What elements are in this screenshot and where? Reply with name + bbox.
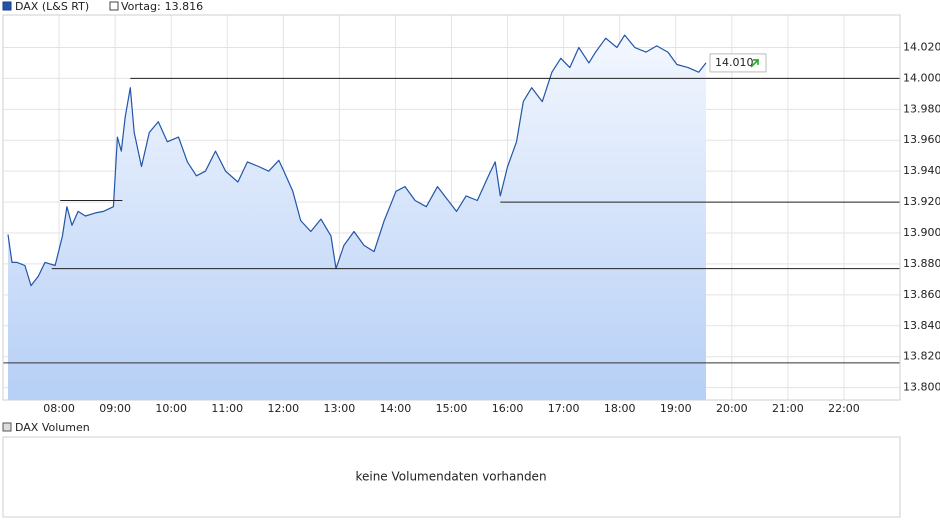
x-tick-label: 15:00 [436, 402, 468, 415]
x-tick-label: 13:00 [324, 402, 356, 415]
y-tick-label: 13.800 [903, 381, 940, 394]
y-tick-label: 13.980 [903, 102, 940, 115]
plot-frame [2, 14, 901, 401]
plot [3, 34, 900, 400]
previous-close-value: 13.816 [165, 0, 204, 13]
y-tick-label: 13.900 [903, 226, 940, 239]
x-tick-label: 17:00 [548, 402, 580, 415]
x-tick-label: 22:00 [828, 402, 860, 415]
y-tick-label: 14.000 [903, 71, 940, 84]
x-tick-label: 14:00 [380, 402, 412, 415]
last-price-label: 14.010 [715, 56, 754, 69]
x-tick-label: 19:00 [660, 402, 692, 415]
y-tick-label: 13.960 [903, 133, 940, 146]
y-tick-label: 13.880 [903, 257, 940, 270]
volume-legend: DAX Volumen [15, 421, 90, 434]
x-tick-label: 20:00 [716, 402, 748, 415]
x-tick-label: 12:00 [267, 402, 299, 415]
legend-swatch [2, 1, 12, 11]
price-line [7, 34, 707, 287]
y-tick-label: 13.940 [903, 164, 940, 177]
x-tick-label: 10:00 [155, 402, 187, 415]
previous-close-legend: Vortag: 13.816 [121, 0, 203, 13]
y-tick-label: 14.020 [903, 40, 940, 53]
last-price-tag [709, 53, 767, 73]
x-tick-label: 08:00 [43, 402, 75, 415]
area [8, 35, 706, 400]
trend-arrow [750, 59, 759, 68]
y-tick-label: 13.920 [903, 195, 940, 208]
legend-swatch [109, 1, 119, 11]
previous-close-label: Vortag: [121, 0, 161, 13]
x-tick-label: 18:00 [604, 402, 636, 415]
x-tick-label: 11:00 [211, 402, 243, 415]
x-tick-label: 09:00 [99, 402, 131, 415]
x-tick-label: 21:00 [772, 402, 804, 415]
y-tick-label: 13.820 [903, 350, 940, 363]
volume-message: keine Volumendaten vorhanden [355, 470, 546, 484]
x-tick-label: 16:00 [492, 402, 524, 415]
volume-panel [2, 436, 901, 518]
legend-label: DAX (L&S RT) [15, 0, 89, 13]
y-tick-label: 13.860 [903, 288, 940, 301]
legend-swatch [2, 422, 12, 432]
y-tick-label: 13.840 [903, 319, 940, 332]
